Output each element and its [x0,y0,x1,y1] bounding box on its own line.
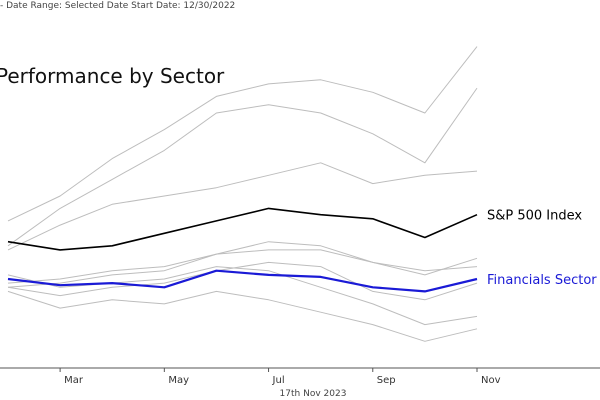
series-line-sector-3 [7,87,478,247]
series-line-sector-4 [7,162,478,251]
header-text: - Date Range: Selected Date Start Date: … [0,1,235,11]
series-line-sp500 [7,207,478,251]
series-line-sector-5 [7,241,478,288]
footer-date: 17th Nov 2023 [280,389,347,399]
series-lines [7,46,478,342]
x-tick-label: Mar [64,375,84,386]
x-tick-label: Nov [481,375,501,386]
x-tick-label: May [168,375,189,386]
chart-title: Performance by Sector [0,64,225,88]
series-line-sector-7 [7,261,478,301]
series-label-financials: Financials Sector [487,273,597,288]
series-line-sector-6 [7,249,478,284]
x-axis-ticks: Mar May Jul Sep Nov [59,368,501,386]
x-tick-label: Jul [272,375,285,386]
series-line-sector-2 [7,46,478,222]
series-line-financials [7,269,478,293]
series-line-sector-9 [7,290,478,342]
x-tick-label: Sep [377,375,396,386]
series-labels: S&P 500 Index Financials Sector [487,209,597,288]
series-label-sp500: S&P 500 Index [487,209,582,224]
